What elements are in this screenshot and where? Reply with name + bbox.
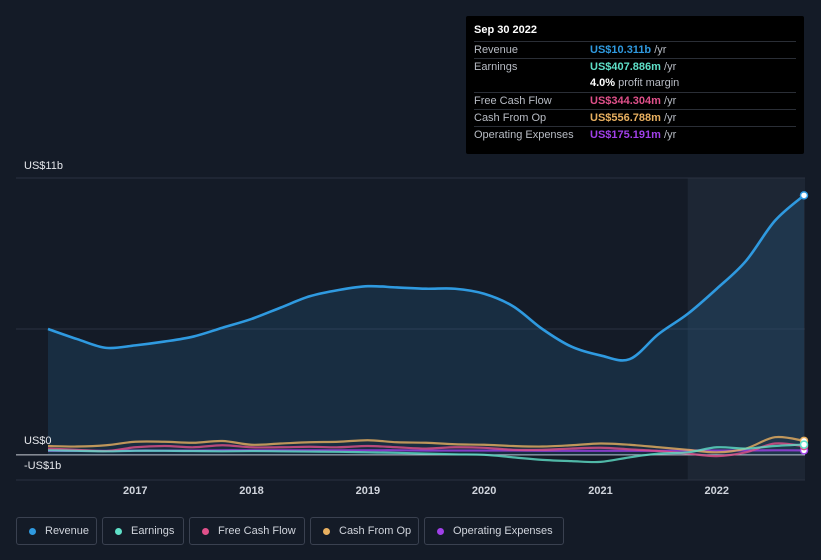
tooltip-value: US$556.788m /yr (590, 112, 677, 124)
tooltip-row-operating-expenses: Operating Expenses US$175.191m /yr (474, 126, 796, 144)
tooltip-label: Earnings (474, 61, 518, 73)
y-axis-label-top: US$11b (24, 160, 63, 172)
legend-dot-icon (437, 527, 444, 535)
tooltip-label: Operating Expenses (474, 129, 574, 141)
tooltip-row-cash-from-op: Cash From Op US$556.788m /yr (474, 109, 796, 127)
legend-dot-icon (29, 527, 36, 535)
legend-dot-icon (115, 527, 122, 535)
x-tick-label: 2021 (588, 485, 613, 497)
legend-dot-icon (323, 527, 330, 535)
tooltip-label: Cash From Op (474, 112, 547, 124)
y-axis-label-bottom: -US$1b (24, 460, 62, 472)
tooltip-label: Revenue (474, 44, 519, 56)
legend-label: Revenue (45, 525, 90, 537)
series-line-earnings (47, 443, 805, 464)
tooltip-value: 4.0% profit margin (590, 77, 680, 89)
tooltip-value: US$175.191m /yr (590, 129, 677, 141)
series-endpoint-revenue (799, 191, 809, 200)
tooltip-value: US$407.886m /yr (590, 61, 677, 73)
tooltip-row-revenue: Revenue US$10.311b /yr (474, 41, 796, 59)
legend-dot-icon (202, 527, 209, 535)
tooltip-value: US$10.311b /yr (590, 44, 667, 56)
legend-revenue[interactable]: Revenue (16, 517, 97, 545)
legend-earnings[interactable]: Earnings (102, 517, 184, 545)
legend-operating-expenses[interactable]: Operating Expenses (424, 517, 564, 545)
tooltip-value: US$344.304m /yr (590, 95, 677, 107)
legend-label: Earnings (131, 525, 175, 537)
series-line-cash-from-op (47, 435, 805, 454)
x-tick-label: 2022 (704, 485, 730, 497)
series-line-revenue (47, 194, 805, 362)
x-tick-label: 2017 (122, 485, 148, 497)
legend-label: Cash From Op (339, 525, 412, 537)
legend-label: Free Cash Flow (218, 525, 296, 537)
x-tick-label: 2018 (239, 485, 264, 497)
series-endpoint-earnings (799, 440, 809, 449)
tooltip-panel: Sep 30 2022 Revenue US$10.311b /yr Earni… (466, 16, 804, 154)
tooltip-row-free-cash-flow: Free Cash Flow US$344.304m /yr (474, 92, 796, 110)
y-axis-label-zero: US$0 (24, 435, 52, 447)
x-tick-label: 2019 (355, 485, 381, 497)
legend-free-cash-flow[interactable]: Free Cash Flow (189, 517, 305, 545)
series-area-revenue (48, 195, 804, 455)
tooltip-date: Sep 30 2022 (474, 24, 537, 36)
legend-label: Operating Expenses (453, 525, 553, 537)
tooltip-row-earnings: Earnings US$407.886m /yr (474, 58, 796, 76)
x-tick-label: 2020 (471, 485, 497, 497)
tooltip-label: Free Cash Flow (474, 95, 552, 107)
legend-cash-from-op[interactable]: Cash From Op (310, 517, 419, 545)
tooltip-row-margin: 4.0% profit margin (474, 75, 796, 92)
